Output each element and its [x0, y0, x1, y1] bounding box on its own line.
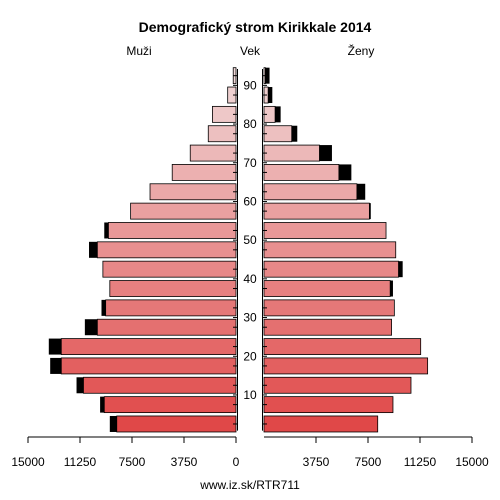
x-tick-label: 11250 — [64, 455, 97, 469]
male-bar-80-84 — [212, 105, 237, 123]
male-bar-40-44 — [102, 260, 237, 278]
male-excess-10-14 — [76, 377, 84, 394]
male-bar-20-24 — [60, 338, 237, 355]
female-label: Ženy — [348, 43, 375, 58]
x-tick-label: 15000 — [11, 455, 45, 469]
male-bar-75-79 — [207, 125, 237, 143]
age-tick-label: 40 — [243, 272, 257, 286]
female-excess-60-64 — [356, 183, 366, 200]
x-tick-label: 7500 — [119, 455, 146, 469]
male-excess-45-49 — [89, 241, 98, 258]
male-excess-5-9 — [100, 396, 105, 413]
age-tick-label: 80 — [243, 117, 257, 131]
male-bar-70-74 — [189, 144, 237, 162]
female-excess-65-69 — [338, 164, 352, 181]
female-bar-50-54 — [263, 222, 387, 239]
male-excess-20-24 — [48, 338, 62, 355]
female-bar-45-49 — [263, 241, 397, 259]
male-excess-0-4 — [109, 415, 117, 432]
male-bar-5-9 — [103, 396, 237, 414]
footer-url[interactable]: www.iz.sk/RTR711 — [199, 478, 300, 492]
female-bar-10-14 — [263, 376, 412, 394]
female-excess-35-39 — [390, 280, 393, 297]
male-excess-25-29 — [84, 319, 98, 336]
male-bar-25-29 — [96, 318, 237, 336]
female-bar-55-59 — [263, 202, 370, 220]
female-bar-20-24 — [263, 338, 422, 355]
age-tick-label: 60 — [243, 194, 257, 208]
male-bar-65-69 — [171, 164, 237, 181]
female-bars — [263, 67, 429, 433]
male-bar-30-34 — [105, 299, 237, 317]
female-bar-0-4 — [263, 415, 379, 433]
age-label: Vek — [240, 44, 261, 58]
chart-title: Demografický strom Kirikkale 2014 — [139, 19, 372, 35]
female-excess-90+ — [265, 67, 270, 84]
female-excess-70-74 — [319, 145, 332, 162]
male-label: Muži — [126, 44, 151, 58]
male-excess-30-34 — [101, 299, 106, 316]
female-bar-15-19 — [263, 357, 429, 375]
female-bar-60-64 — [263, 183, 358, 201]
female-bar-30-34 — [263, 299, 395, 317]
male-bars — [48, 67, 237, 433]
male-bar-15-19 — [60, 357, 237, 375]
female-bar-70-74 — [263, 144, 320, 162]
male-bar-10-14 — [83, 376, 237, 394]
age-tick-label: 50 — [243, 233, 257, 247]
x-tick-label: 7500 — [355, 455, 382, 469]
axes: 15000 11250 7500 3750 0 3750 7500 11250 15000 10 2… — [11, 69, 489, 469]
age-tick-label: 20 — [243, 349, 257, 363]
male-excess-50-54 — [104, 222, 109, 239]
female-excess-80-84 — [275, 106, 281, 123]
male-bar-45-49 — [96, 241, 237, 259]
female-excess-55-59 — [369, 203, 371, 220]
male-bar-55-59 — [130, 202, 237, 220]
age-tick-label: 90 — [243, 78, 257, 92]
x-tick-label: 15000 — [455, 455, 489, 469]
female-excess-85-89 — [268, 87, 273, 104]
female-bar-5-9 — [263, 396, 394, 414]
female-excess-40-44 — [398, 261, 403, 278]
male-bar-60-64 — [149, 183, 237, 201]
male-excess-15-19 — [50, 357, 62, 374]
male-bar-0-4 — [116, 415, 237, 433]
x-tick-label: 11250 — [404, 455, 437, 469]
x-tick-label: 3750 — [171, 455, 198, 469]
age-tick-label: 30 — [243, 311, 257, 325]
age-tick-label: 10 — [243, 388, 257, 402]
female-bar-35-39 — [263, 280, 391, 297]
female-bar-25-29 — [263, 318, 392, 336]
male-bar-35-39 — [109, 280, 237, 297]
female-excess-75-79 — [291, 125, 298, 142]
age-tick-label: 70 — [243, 156, 257, 170]
female-bar-75-79 — [263, 125, 293, 143]
female-bar-40-44 — [263, 260, 399, 278]
female-bar-65-69 — [263, 164, 340, 181]
male-bar-50-54 — [108, 222, 237, 239]
x-tick-label: 0 — [233, 455, 240, 469]
x-tick-label: 3750 — [303, 455, 330, 469]
